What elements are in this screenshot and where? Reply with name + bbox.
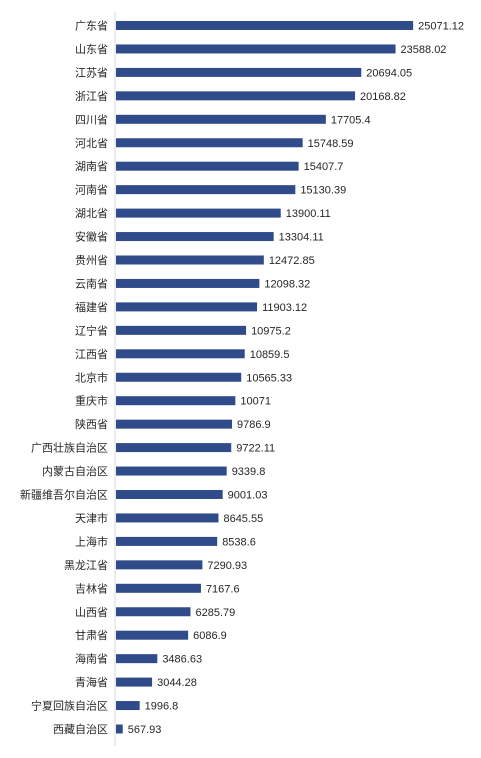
bar (116, 513, 219, 523)
value-label: 17705.4 (331, 114, 371, 126)
bar (116, 138, 303, 148)
value-label: 25071.12 (418, 21, 464, 33)
bar (116, 349, 245, 359)
bar (116, 67, 362, 77)
value-label: 9001.03 (228, 490, 268, 502)
category-label: 山东省 (75, 43, 108, 56)
value-label: 10565.33 (246, 372, 292, 384)
bar (116, 490, 223, 499)
category-label: 上海市 (75, 534, 108, 548)
value-label: 13900.11 (286, 208, 331, 220)
bar (116, 91, 356, 101)
value-label: 11903.12 (262, 302, 307, 314)
category-label: 青海省 (75, 675, 108, 689)
bar (116, 114, 326, 124)
category-label: 陕西省 (75, 417, 108, 431)
bar (116, 419, 232, 429)
bar (116, 372, 242, 382)
category-label: 河北省 (75, 137, 108, 150)
category-label: 北京市 (75, 370, 108, 384)
category-label: 山西省 (75, 606, 108, 619)
category-label: 云南省 (75, 277, 108, 290)
category-label: 湖北省 (75, 207, 108, 220)
category-label: 辽宁省 (75, 323, 108, 337)
value-label: 9722.11 (236, 443, 275, 455)
bar (116, 278, 260, 288)
category-label: 内蒙古自治区 (42, 464, 108, 478)
bar (116, 701, 140, 711)
bar (116, 302, 258, 312)
value-label: 6086.9 (193, 630, 227, 642)
bar (116, 560, 203, 570)
category-label: 海南省 (75, 652, 108, 666)
value-label: 7167.6 (206, 583, 240, 595)
bar (116, 607, 191, 617)
category-label: 江西省 (75, 348, 108, 361)
category-label: 新疆维吾尔自治区 (20, 488, 108, 502)
category-label: 浙江省 (75, 90, 108, 103)
bar (116, 396, 236, 406)
value-label: 6285.79 (195, 607, 235, 619)
category-label: 天津市 (75, 511, 108, 525)
bar (116, 232, 274, 242)
category-label: 湖南省 (75, 160, 108, 173)
category-label: 甘肃省 (75, 629, 108, 642)
value-label: 1996.8 (145, 701, 179, 713)
bar (116, 44, 396, 54)
category-label: 贵州省 (75, 254, 108, 267)
value-label: 12098.32 (264, 278, 310, 290)
category-label: 广东省 (75, 20, 108, 33)
category-labels: 广东省山东省江苏省浙江省四川省河北省湖南省河南省湖北省安徽省贵州省云南省福建省辽… (20, 20, 108, 737)
value-label: 9786.9 (237, 419, 271, 431)
category-label: 河南省 (75, 184, 108, 197)
value-label: 12472.85 (269, 255, 315, 267)
category-label: 江苏省 (75, 66, 108, 79)
value-label: 10975.2 (251, 325, 291, 337)
value-label: 567.93 (128, 724, 162, 736)
category-label: 黑龙江省 (64, 559, 108, 572)
value-label: 10859.5 (250, 349, 290, 361)
value-label: 3044.28 (157, 677, 197, 689)
bar (116, 583, 201, 593)
bar (116, 325, 247, 335)
value-label: 8538.6 (222, 536, 256, 548)
category-label: 四川省 (75, 113, 108, 126)
bar (116, 677, 153, 687)
category-label: 宁夏回族自治区 (31, 699, 108, 713)
category-label: 广西壮族自治区 (31, 441, 108, 455)
bar (116, 161, 299, 171)
value-label: 8645.55 (223, 513, 263, 525)
bar (116, 208, 281, 218)
category-label: 福建省 (75, 300, 108, 314)
value-label: 3486.63 (162, 654, 202, 666)
value-label: 7290.93 (207, 560, 247, 572)
value-label: 15748.59 (308, 138, 354, 150)
value-label: 10071 (240, 396, 271, 408)
bar (116, 443, 232, 453)
value-label: 20694.05 (366, 67, 412, 79)
category-label: 西藏自治区 (53, 722, 108, 736)
value-labels: 25071.12 23588.02 20694.05 20168.82 17705.4 1… (128, 21, 464, 737)
value-label: 20168.82 (360, 91, 406, 103)
value-label: 15407.7 (304, 161, 344, 173)
value-label: 15130.39 (300, 185, 346, 197)
bar (116, 724, 123, 734)
category-label: 重庆市 (75, 394, 108, 408)
bar (116, 654, 158, 664)
category-label: 吉林省 (75, 581, 108, 595)
bar (116, 255, 264, 265)
bar (116, 630, 189, 640)
value-label: 9339.8 (232, 466, 266, 478)
bar (116, 185, 296, 195)
category-label: 安徽省 (75, 230, 108, 244)
value-label: 23588.02 (401, 44, 447, 56)
bar (116, 536, 218, 546)
bar (116, 466, 227, 476)
value-label: 13304.11 (279, 232, 324, 244)
bar (116, 21, 414, 30)
bars (116, 21, 414, 734)
